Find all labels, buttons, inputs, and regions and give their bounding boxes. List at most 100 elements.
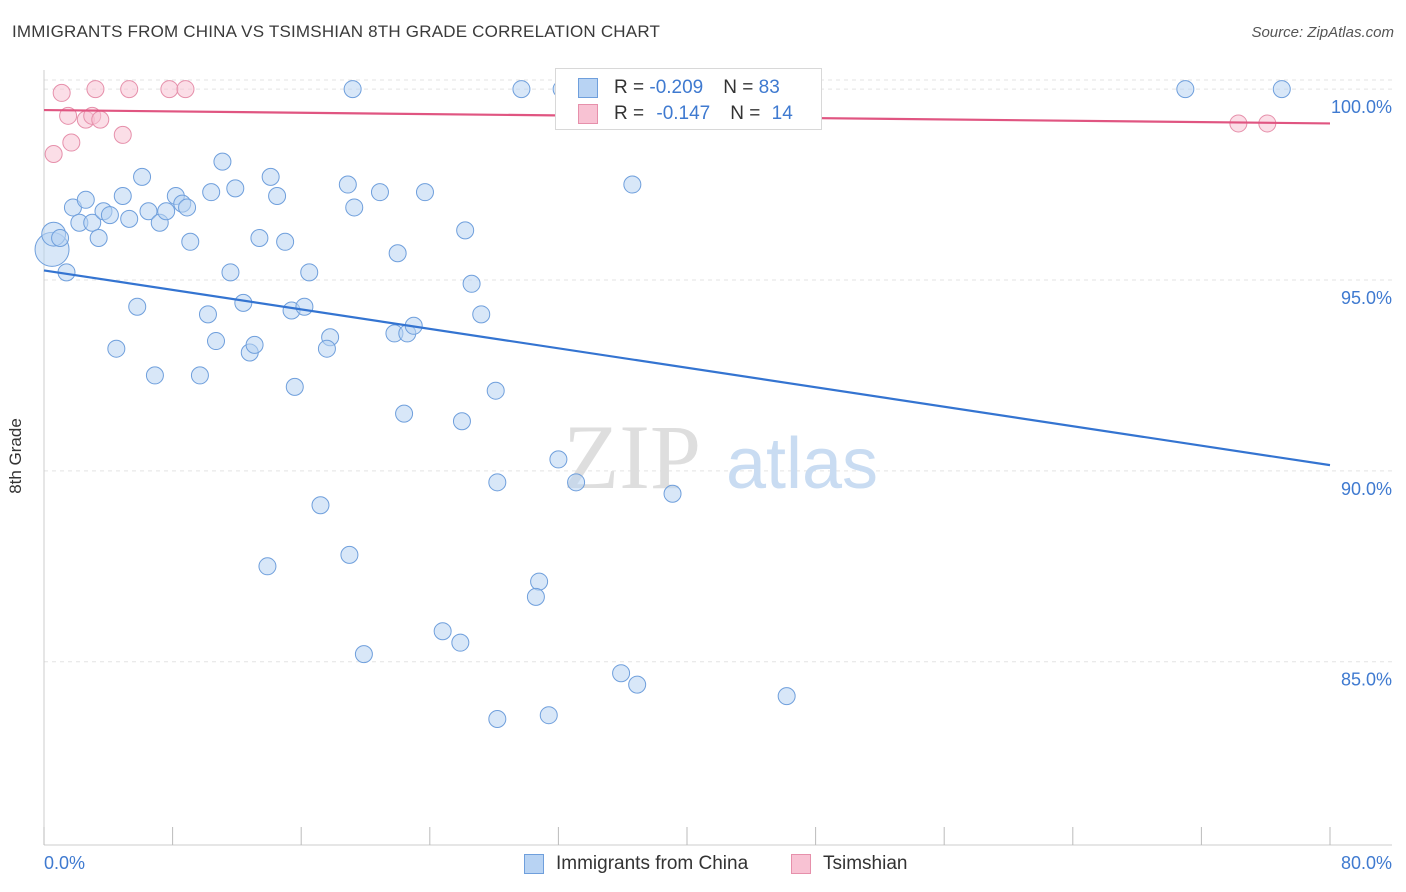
china-data-point xyxy=(340,545,359,564)
china-trend-line xyxy=(43,269,1331,467)
china-data-point xyxy=(530,572,549,591)
china-data-point xyxy=(539,706,558,725)
legend-item-china[interactable]: Immigrants from China xyxy=(524,852,748,876)
china-data-point xyxy=(202,183,221,202)
china-data-point xyxy=(190,366,209,385)
legend-row-tsimshian: R = -0.147 N = 14 xyxy=(578,102,793,126)
legend-n-value-china: 83 xyxy=(758,77,780,98)
china-data-point xyxy=(415,183,434,202)
china-data-point xyxy=(317,339,336,358)
china-data-point xyxy=(157,202,176,221)
china-data-point xyxy=(1272,80,1291,99)
china-data-point xyxy=(456,221,475,240)
china-data-point xyxy=(462,274,481,293)
china-data-point xyxy=(213,152,232,171)
china-data-point xyxy=(451,633,470,652)
y-tick-label: 100.0% xyxy=(1331,97,1392,117)
tsimshian-data-point xyxy=(120,80,139,99)
china-data-point xyxy=(345,198,364,217)
legend-r-label-tsimshian: R = xyxy=(614,103,650,124)
china-data-point xyxy=(128,297,147,316)
china-data-point xyxy=(133,167,152,186)
china-data-point xyxy=(628,675,647,694)
stats-legend: R = -0.209 N = 83 R = -0.147 N = 14 xyxy=(555,68,822,130)
china-data-point xyxy=(433,622,452,641)
legend-n-label-tsimshian: N = xyxy=(730,103,766,124)
china-data-point xyxy=(343,80,362,99)
china-points xyxy=(34,80,1291,729)
china-data-point xyxy=(549,450,568,469)
china-data-point xyxy=(295,297,314,316)
china-data-point xyxy=(113,186,132,205)
china-data-point xyxy=(268,186,287,205)
china-data-point xyxy=(567,473,586,492)
china-data-point xyxy=(261,167,280,186)
china-swatch xyxy=(578,78,598,98)
tsimshian-data-point xyxy=(44,144,63,163)
china-data-point xyxy=(452,412,471,431)
legend-n-label-china: N = xyxy=(723,77,759,98)
y-tick-label: 85.0% xyxy=(1341,670,1392,690)
china-data-point xyxy=(777,687,796,706)
china-data-point xyxy=(100,206,119,225)
china-data-point xyxy=(245,335,264,354)
china-data-point xyxy=(354,645,373,664)
china-data-point xyxy=(612,664,631,683)
y-tick-label: 95.0% xyxy=(1341,288,1392,308)
china-data-point xyxy=(338,175,357,194)
china-data-point xyxy=(526,587,545,606)
china-data-point xyxy=(623,175,642,194)
watermark: ZIP atlas xyxy=(563,406,878,508)
china-data-point xyxy=(276,232,295,251)
china-data-point xyxy=(234,293,253,312)
china-data-point xyxy=(370,183,389,202)
y-tick-label: 90.0% xyxy=(1341,479,1392,499)
tsimshian-data-point xyxy=(160,80,179,99)
tsimshian-data-point xyxy=(62,133,81,152)
china-data-point xyxy=(76,190,95,209)
china-data-point xyxy=(178,198,197,217)
legend-r-value-china: -0.209 xyxy=(649,77,704,98)
china-legend-swatch xyxy=(524,854,544,874)
x-tick-label-min: 0.0% xyxy=(44,853,85,873)
china-data-point xyxy=(512,80,531,99)
tsimshian-data-point xyxy=(176,80,195,99)
legend-item-tsimshian[interactable]: Tsimshian xyxy=(791,852,907,876)
legend-n-value-tsimshian: 14 xyxy=(771,103,793,124)
tsimshian-data-point xyxy=(113,125,132,144)
tsimshian-data-point xyxy=(59,106,78,125)
tick-labels: 85.0% 90.0% 95.0% 100.0% 0.0% 80.0% xyxy=(44,97,1392,873)
china-data-point xyxy=(472,305,491,324)
china-data-point xyxy=(488,473,507,492)
china-data-point xyxy=(1176,80,1195,99)
china-data-point xyxy=(207,332,226,351)
source-label[interactable]: Source: ZipAtlas.com xyxy=(1251,24,1394,41)
china-data-point xyxy=(663,484,682,503)
china-data-point xyxy=(226,179,245,198)
china-data-point xyxy=(181,232,200,251)
china-data-point xyxy=(107,339,126,358)
tsimshian-swatch xyxy=(578,104,598,124)
china-data-point xyxy=(250,228,269,247)
tsimshian-legend-swatch xyxy=(791,854,811,874)
tsimshian-data-point xyxy=(52,83,71,102)
legend-r-value-tsimshian: -0.147 xyxy=(656,103,711,124)
china-data-point xyxy=(221,263,240,282)
china-data-point xyxy=(120,209,139,228)
tsimshian-data-point xyxy=(91,110,110,129)
grid-lines xyxy=(44,79,1392,663)
china-data-point xyxy=(300,263,319,282)
china-data-point xyxy=(89,228,108,247)
china-data-point xyxy=(285,377,304,396)
china-data-point xyxy=(486,381,505,400)
legend-r-label-china: R = xyxy=(614,77,650,98)
china-data-point xyxy=(83,213,102,232)
china-data-point xyxy=(488,710,507,729)
china-data-point xyxy=(395,404,414,423)
watermark-atlas: atlas xyxy=(726,424,878,504)
china-data-point xyxy=(388,244,407,263)
x-tick-label-max: 80.0% xyxy=(1341,853,1392,873)
china-legend-label: Immigrants from China xyxy=(556,853,749,874)
china-data-point xyxy=(145,366,164,385)
